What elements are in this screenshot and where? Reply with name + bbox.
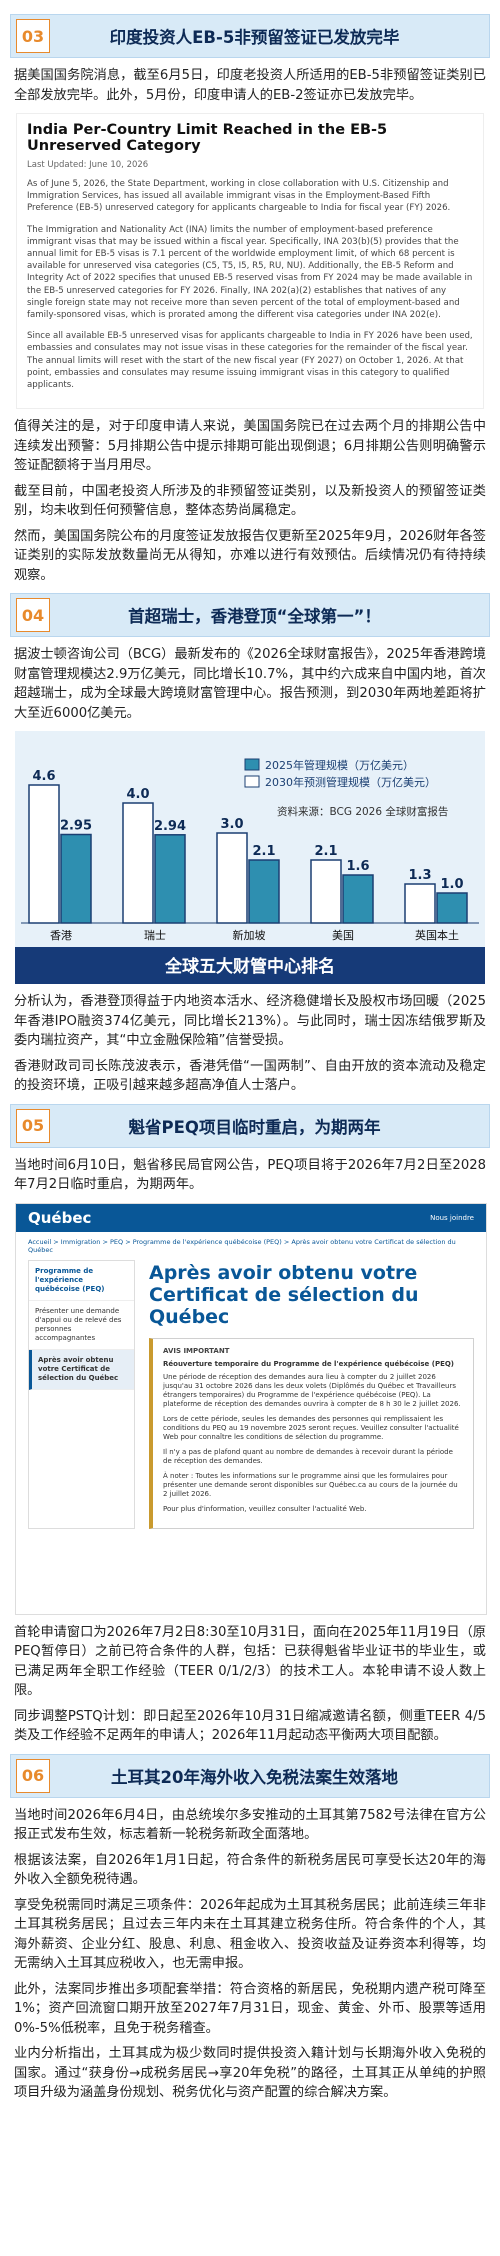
main-content: Après avoir obtenu votre Certificat de s… bbox=[149, 1260, 474, 1529]
paragraph: 享受免税需同时满足三项条件：2026年起成为土耳其税务居民；此前连续三年非土耳其… bbox=[14, 1897, 486, 1972]
nav-item: Présenter une demande d'appui ou de rele… bbox=[29, 1301, 134, 1350]
notice-text: À noter : Toutes les informations sur le… bbox=[163, 1471, 458, 1498]
banner-text: 全球五大财管中心排名 bbox=[164, 956, 335, 977]
paragraph: 据波士顿咨询公司（BCG）最新发布的《2026全球财富报告》，2025年香港跨境… bbox=[14, 647, 486, 721]
notice-label: AVIS IMPORTANT bbox=[163, 1346, 230, 1355]
paragraph: 同步调整PSTQ计划：即日起至2026年10月31日缩减邀请名额，侧重TEER … bbox=[14, 1708, 486, 1744]
news-section: 03 印度投资人EB-5非预留签证已发放完毕据美国国务院消息，截至6月5日，印度老… bbox=[0, 14, 500, 585]
bar bbox=[60, 834, 92, 924]
notice-title: India Per-Country Limit Reached in the E… bbox=[27, 122, 388, 154]
paragraph: 当地时间2026年6月4日，由总统埃尔多安推动的土耳其第7582号法律在官方公报… bbox=[14, 1807, 486, 1843]
section-number: 04 bbox=[16, 598, 50, 633]
site-link: Nous joindre bbox=[430, 1213, 474, 1222]
value-label: 4.0 bbox=[126, 787, 149, 802]
value-label: 1.0 bbox=[440, 877, 463, 892]
notice-text: Il n'y a pas de plafond quant au nombre … bbox=[163, 1447, 453, 1465]
section-header: 04 首超瑞士，香港登顶“全球第一”！ bbox=[10, 593, 490, 638]
legend-label: 2030年预测管理规模（万亿美元） bbox=[265, 775, 436, 789]
chart-source: 资料来源：BCG 2026 全球财富报告 bbox=[277, 805, 448, 818]
paragraph: 业内分析指出，土耳其成为极少数同时提供投资入籍计划与长期海外收入免税的国家。通过… bbox=[14, 2046, 486, 2101]
news-section: 05 魁省PEQ项目临时重启，为期两年当地时间6月10日，魁省移民局官网公告，PE… bbox=[0, 1103, 500, 1746]
category-label: 香港 bbox=[50, 929, 72, 942]
breadcrumb: Accueil > Immigration > PEQ > Programme … bbox=[28, 1237, 456, 1254]
bar bbox=[310, 859, 342, 924]
value-label: 4.6 bbox=[32, 769, 55, 784]
news-section: 06 土耳其20年海外收入免税法案生效落地当地时间2026年6月4日，由总统埃尔多… bbox=[0, 1753, 500, 2103]
bar bbox=[28, 784, 60, 924]
value-label: 2.94 bbox=[154, 819, 186, 834]
section-title: 首超瑞士，香港登顶“全球第一”！ bbox=[128, 607, 381, 627]
legend-swatch bbox=[244, 758, 260, 771]
notice-box: AVIS IMPORTANT Réouverture temporaire du … bbox=[149, 1337, 474, 1529]
notice-updated: Last Updated: June 10, 2026 bbox=[27, 160, 149, 170]
section-title: 印度投资人EB-5非预留签证已发放完毕 bbox=[109, 28, 400, 47]
notice-paragraph: Since all available EB-5 unreserved visa… bbox=[27, 331, 473, 391]
bar bbox=[342, 874, 374, 924]
paragraph: 此外，法案同步推出多项配套举措：符合资格的新居民，免税期内遗产税可降至1%；资产… bbox=[14, 1981, 486, 2036]
site-header: Québec Nous joindre bbox=[16, 1203, 486, 1232]
value-label: 2.1 bbox=[314, 844, 337, 859]
notice-heading: Réouverture temporaire du Programme de l… bbox=[163, 1359, 455, 1368]
section-header: 03 印度投资人EB-5非预留签证已发放完毕 bbox=[10, 14, 490, 58]
legend-label: 2025年管理规模（万亿美元） bbox=[265, 758, 414, 772]
paragraph: 首轮申请窗口为2026年7月2日8:30至10月31日，面向在2025年11月1… bbox=[14, 1624, 486, 1699]
section-number: 03 bbox=[16, 19, 50, 53]
webpage-screenshot: Québec Nous joindre Accueil > Immigration … bbox=[15, 1202, 487, 1615]
paragraph: 据美国国务院消息，截至6月5日，印度老投资人所适用的EB-5非预留签证类别已全部… bbox=[14, 68, 486, 103]
nav-item: Après avoir obtenu votre Certificat de s… bbox=[29, 1349, 134, 1390]
bar bbox=[248, 859, 280, 924]
notice-paragraph: As of June 5, 2026, the State Department… bbox=[27, 179, 451, 214]
bar bbox=[216, 832, 248, 924]
bar bbox=[436, 892, 468, 924]
value-label: 1.3 bbox=[408, 868, 431, 883]
bar bbox=[404, 883, 436, 924]
news-section: 04 首超瑞士，香港登顶“全球第一”！ 据波士顿咨询公司（BCG）最新发布的《202… bbox=[0, 593, 500, 1096]
section-title: 土耳其20年海外收入免税法案生效落地 bbox=[111, 1767, 398, 1787]
notice-text: Lors de cette période, seules les demand… bbox=[163, 1414, 459, 1441]
section-number: 05 bbox=[16, 1108, 50, 1143]
section-header: 05 魁省PEQ项目临时重启，为期两年 bbox=[10, 1103, 490, 1148]
value-label: 2.1 bbox=[252, 844, 275, 859]
category-label: 英国本土 bbox=[415, 928, 459, 942]
paragraph: 香港财政司司长陈茂波表示，香港凭借“一国两制”、自由开放的资本流动及稳定的投资环… bbox=[14, 1058, 486, 1094]
value-label: 1.6 bbox=[346, 859, 369, 874]
value-label: 2.95 bbox=[60, 819, 92, 834]
paragraph: 分析认为，香港登顶得益于内地资本活水、经济稳健增长及股权市场回暖（2025年香港… bbox=[14, 994, 486, 1049]
notice-text: Une période de réception des demandes au… bbox=[163, 1372, 461, 1408]
nav-title: Programme de l'expérience québécoise (PE… bbox=[29, 1261, 134, 1301]
columns: Programme de l'expérience québécoise (PE… bbox=[16, 1259, 486, 1529]
side-nav: Programme de l'expérience québécoise (PE… bbox=[28, 1259, 135, 1529]
section-header: 06 土耳其20年海外收入免税法案生效落地 bbox=[10, 1753, 490, 1798]
value-label: 3.0 bbox=[220, 817, 243, 832]
chart-background bbox=[15, 731, 485, 985]
section-number: 06 bbox=[16, 1758, 50, 1793]
notice-document: India Per-Country Limit Reached in the E… bbox=[16, 113, 484, 410]
paragraph: 根据该法案，自2026年1月1日起，符合条件的新税务居民可享受长达20年的海外收… bbox=[14, 1852, 486, 1888]
site-brand: Québec bbox=[28, 1208, 92, 1227]
bar bbox=[122, 802, 154, 924]
paragraph: 值得关注的是，对于印度申请人来说，美国国务院已在过去两个月的排期公告中连续发出预… bbox=[14, 419, 486, 474]
paragraph: 截至目前，中国老投资人所涉及的非预留签证类别，以及新投资人的预留签证类别，均未收… bbox=[14, 483, 486, 519]
page-heading: Après avoir obtenu votre Certificat de s… bbox=[149, 1261, 419, 1328]
paragraph: 当地时间6月10日，魁省移民局官网公告，PEQ项目将于2026年7月2日至202… bbox=[14, 1157, 486, 1193]
notice-paragraph: The Immigration and Nationality Act (INA… bbox=[27, 224, 473, 321]
category-label: 瑞士 bbox=[144, 928, 166, 942]
category-label: 美国 bbox=[332, 929, 354, 942]
notice-text: Pour plus d'information, veuillez consul… bbox=[163, 1504, 367, 1513]
banner bbox=[15, 947, 485, 985]
bar bbox=[154, 834, 186, 924]
paragraph: 然而，美国国务院公布的月度签证发放报告仅更新至2025年9月，2026财年各签证… bbox=[14, 528, 486, 583]
chart-figure: 2025年管理规模（万亿美元） 2030年预测管理规模（万亿美元） 资料来源：BCG… bbox=[15, 731, 485, 985]
section-title: 魁省PEQ项目临时重启，为期两年 bbox=[128, 1117, 381, 1137]
bar-chart: 2025年管理规模（万亿美元） 2030年预测管理规模（万亿美元） 资料来源：BCG… bbox=[15, 731, 485, 985]
category-label: 新加坡 bbox=[233, 928, 266, 942]
legend-swatch bbox=[244, 775, 260, 788]
article: 03 印度投资人EB-5非预留签证已发放完毕据美国国务院消息，截至6月5日，印度老… bbox=[0, 14, 500, 2103]
